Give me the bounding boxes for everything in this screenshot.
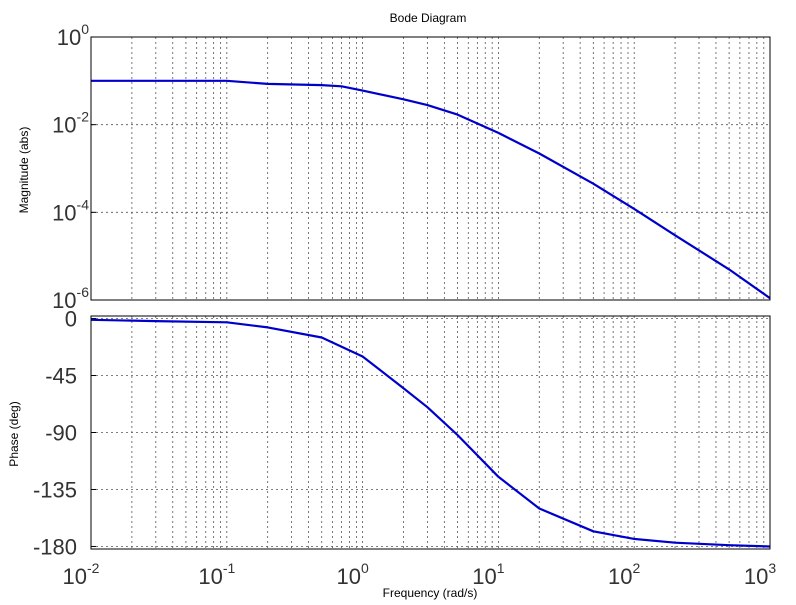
magnitude-axes-frame <box>90 36 771 301</box>
x-axis-ticks: 10-2 10-1 100 101 102 103 <box>63 560 777 589</box>
magnitude-series-line <box>91 79 771 300</box>
phase-y-tick-label: -90 <box>45 421 77 446</box>
phase-y-axis-label: Phase (deg) <box>7 401 21 466</box>
phase-axes-frame <box>90 315 771 550</box>
x-tick-label: 100 <box>336 560 368 589</box>
x-tick-label: 103 <box>744 560 776 589</box>
magnitude-plot-area <box>91 37 770 300</box>
x-tick-label: 101 <box>472 560 504 589</box>
phase-panel: 0 -45 -90 -135 -180 <box>33 307 771 559</box>
x-axis-label: Frequency (rad/s) <box>383 586 478 600</box>
magnitude-y-tick-label: 100 <box>57 21 89 50</box>
x-tick-label: 10-1 <box>198 560 235 589</box>
phase-y-tick-label: -45 <box>45 364 77 389</box>
x-tick-label: 102 <box>608 560 640 589</box>
phase-y-tick-label: 0 <box>65 307 77 332</box>
magnitude-y-axis-label: Magnitude (abs) <box>17 127 31 214</box>
phase-series-line <box>90 318 771 548</box>
phase-y-tick-label: -135 <box>33 477 77 502</box>
phase-y-tick-label: -180 <box>33 534 77 559</box>
x-tick-label: 10-2 <box>63 560 100 589</box>
chart-title: Bode Diagram <box>390 11 467 25</box>
magnitude-y-tick-label: 10-2 <box>52 109 89 138</box>
magnitude-y-tick-label: 10-4 <box>52 196 89 225</box>
